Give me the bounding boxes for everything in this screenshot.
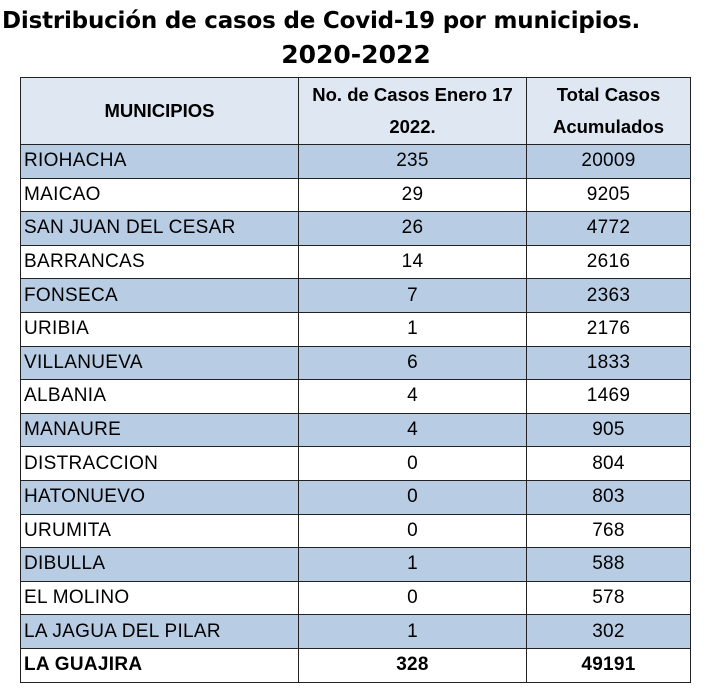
total-casos-cell: 578 — [526, 580, 691, 616]
table-row: ALBANIA 4 1469 — [20, 379, 691, 414]
municipio-cell: RIOHACHA — [20, 144, 299, 179]
table-row: EL MOLINO 0 578 — [20, 580, 691, 616]
municipio-cell: MAICAO — [20, 177, 299, 213]
table-header-row: MUNICIPIOS No. de Casos Enero 17 2022. T… — [20, 77, 691, 145]
municipio-cell: EL MOLINO — [20, 580, 299, 616]
table-row: DIBULLA 1 588 — [20, 547, 691, 582]
casos-enero-cell: 235 — [298, 144, 527, 179]
total-row: LA GUAJIRA 328 49191 — [20, 647, 691, 683]
total-casos-enero-cell: 328 — [298, 647, 527, 683]
casos-enero-cell: 1 — [298, 614, 527, 649]
table-row: HATONUEVO 0 803 — [20, 479, 691, 515]
casos-enero-cell: 29 — [298, 177, 527, 213]
total-casos-cell: 768 — [526, 513, 691, 549]
header-casos-enero: No. de Casos Enero 17 2022. — [298, 77, 527, 145]
municipio-cell: LA JAGUA DEL PILAR — [20, 614, 299, 649]
casos-enero-cell: 7 — [298, 278, 527, 313]
table-row: FONSECA 7 2363 — [20, 278, 691, 313]
municipio-cell: HATONUEVO — [20, 479, 299, 515]
total-casos-cell: 804 — [526, 446, 691, 481]
casos-enero-cell: 26 — [298, 211, 527, 246]
total-casos-cell: 1833 — [526, 345, 691, 381]
table-row: SAN JUAN DEL CESAR 26 4772 — [20, 211, 691, 246]
table-row: RIOHACHA 235 20009 — [20, 144, 691, 179]
casos-enero-cell: 0 — [298, 479, 527, 515]
casos-enero-cell: 0 — [298, 580, 527, 616]
total-casos-cell: 588 — [526, 547, 691, 582]
table-row: VILLANUEVA 6 1833 — [20, 345, 691, 381]
table-row: DISTRACCION 0 804 — [20, 446, 691, 481]
total-casos-cell: 905 — [526, 412, 691, 448]
casos-enero-cell: 1 — [298, 311, 527, 347]
municipio-cell: URIBIA — [20, 311, 299, 347]
casos-enero-cell: 4 — [298, 379, 527, 414]
municipio-cell: BARRANCAS — [20, 244, 299, 280]
total-acumulados-cell: 49191 — [526, 647, 691, 683]
table-row: MANAURE 4 905 — [20, 412, 691, 448]
header-municipios: MUNICIPIOS — [20, 77, 299, 145]
table-row: URUMITA 0 768 — [20, 513, 691, 549]
total-casos-cell: 4772 — [526, 211, 691, 246]
casos-enero-cell: 4 — [298, 412, 527, 448]
municipio-cell: DIBULLA — [20, 547, 299, 582]
total-casos-cell: 803 — [526, 479, 691, 515]
page-subtitle-years: 2020-2022 — [281, 40, 431, 69]
table-row: MAICAO 29 9205 — [20, 177, 691, 213]
municipio-cell: URUMITA — [20, 513, 299, 549]
covid-cases-table: MUNICIPIOS No. de Casos Enero 17 2022. T… — [20, 77, 691, 683]
total-casos-cell: 1469 — [526, 379, 691, 414]
casos-enero-cell: 0 — [298, 446, 527, 481]
total-casos-cell: 2363 — [526, 278, 691, 313]
municipio-cell: DISTRACCION — [20, 446, 299, 481]
municipio-cell: SAN JUAN DEL CESAR — [20, 211, 299, 246]
total-casos-cell: 2176 — [526, 311, 691, 347]
total-casos-cell: 302 — [526, 614, 691, 649]
total-casos-cell: 20009 — [526, 144, 691, 179]
table-row: URIBIA 1 2176 — [20, 311, 691, 347]
casos-enero-cell: 1 — [298, 547, 527, 582]
table-row: LA JAGUA DEL PILAR 1 302 — [20, 614, 691, 649]
casos-enero-cell: 14 — [298, 244, 527, 280]
municipio-cell: MANAURE — [20, 412, 299, 448]
casos-enero-cell: 0 — [298, 513, 527, 549]
municipio-cell: VILLANUEVA — [20, 345, 299, 381]
total-casos-cell: 9205 — [526, 177, 691, 213]
total-label-cell: LA GUAJIRA — [20, 647, 299, 683]
header-total-casos: Total Casos Acumulados — [526, 77, 691, 145]
casos-enero-cell: 6 — [298, 345, 527, 381]
total-casos-cell: 2616 — [526, 244, 691, 280]
municipio-cell: ALBANIA — [20, 379, 299, 414]
table-row: BARRANCAS 14 2616 — [20, 244, 691, 280]
municipio-cell: FONSECA — [20, 278, 299, 313]
page-title: Distribución de casos de Covid-19 por mu… — [2, 8, 640, 34]
